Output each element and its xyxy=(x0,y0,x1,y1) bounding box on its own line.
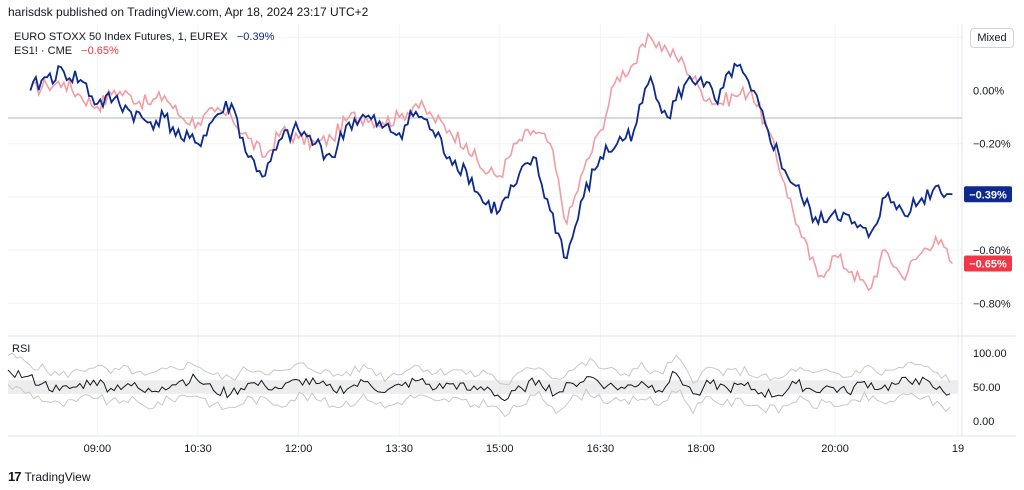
time-axis-tick: 15:00 xyxy=(486,443,514,455)
time-axis-tick: 13:30 xyxy=(385,443,413,455)
publisher-line: harisdsk published on TradingView.com, A… xyxy=(8,5,369,19)
badge-es1-text: −0.65% xyxy=(969,258,1007,270)
mixed-scale-button[interactable]: Mixed xyxy=(970,28,1014,48)
time-axis-tick: 19 xyxy=(952,443,964,455)
rsi-title: RSI xyxy=(12,343,30,355)
tradingview-logo-icon: 17 xyxy=(8,469,22,484)
time-axis[interactable]: 09:00 10:30 12:00 13:30 15:00 16:30 18:00 20:00… xyxy=(84,443,964,455)
rsi-axis-tick: 50.00 xyxy=(973,382,1001,394)
legend-series2-change: −0.65% xyxy=(81,45,119,57)
badge-eurostoxx-text: −0.39% xyxy=(969,189,1007,201)
rsi-axis-tick: 100.00 xyxy=(973,348,1007,360)
price-axis-tick: −0.60% xyxy=(973,245,1011,257)
price-axis-tick: −0.80% xyxy=(973,298,1011,310)
time-axis-tick: 10:30 xyxy=(184,443,212,455)
rsi-axis-tick: 0.00 xyxy=(973,416,994,428)
rsi-line xyxy=(7,369,951,402)
rsi-upper-band xyxy=(7,352,951,386)
tradingview-logo[interactable]: 17 TradingView xyxy=(8,469,91,484)
series-eurostoxx-line xyxy=(29,62,953,260)
legend-series1-change: −0.39% xyxy=(237,31,275,43)
series-es1-line xyxy=(29,32,953,292)
time-axis-tick: 18:00 xyxy=(687,443,715,455)
time-axis-tick: 09:00 xyxy=(84,443,112,455)
series-layer xyxy=(7,32,958,418)
time-axis-tick: 16:30 xyxy=(587,443,615,455)
legend-series1-name: EURO STOXX 50 Index Futures, 1, EUREX xyxy=(14,31,228,43)
time-axis-tick: 20:00 xyxy=(821,443,849,455)
badge-es1: −0.65% xyxy=(964,255,1012,272)
price-axis-tick: −0.20% xyxy=(973,139,1011,151)
legend-series1: EURO STOXX 50 Index Futures, 1, EUREX −0… xyxy=(14,31,275,43)
last-value-badges: −0.39% −0.65% xyxy=(964,186,1012,272)
price-axis-tick: 0.00% xyxy=(973,86,1004,98)
rsi-axis[interactable]: 100.00 50.00 0.00 xyxy=(973,348,1007,428)
time-axis-tick: 12:00 xyxy=(285,443,313,455)
tradingview-logo-text: TradingView xyxy=(24,469,91,484)
main-grid xyxy=(8,24,962,436)
legend-series2: ES1! · CME −0.65% xyxy=(14,45,119,57)
rsi-lower-band xyxy=(7,383,951,418)
badge-eurostoxx: −0.39% xyxy=(964,186,1012,203)
legend-series2-name: ES1! · CME xyxy=(14,45,72,57)
